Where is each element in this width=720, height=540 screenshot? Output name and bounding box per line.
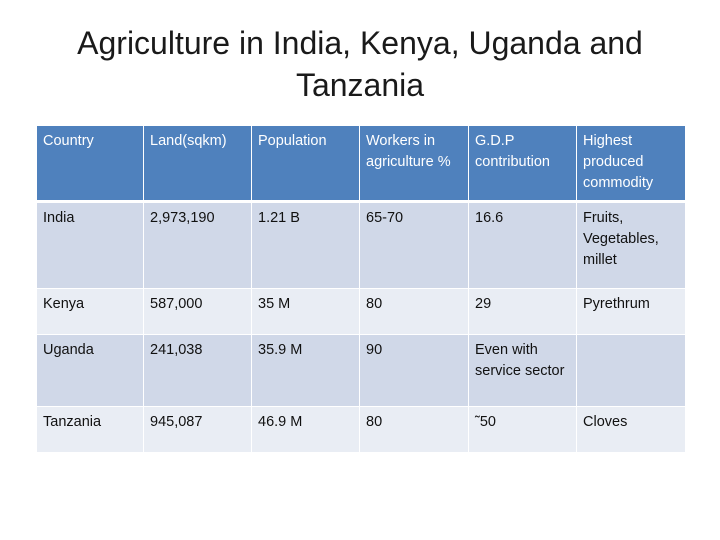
cell-land: 2,973,190 bbox=[143, 201, 252, 289]
cell-population: 35 M bbox=[251, 288, 360, 335]
table-header-row: Country Land(sqkm) Population Workers in… bbox=[36, 125, 686, 203]
cell-country: Tanzania bbox=[36, 406, 144, 453]
cell-workers: 80 bbox=[359, 406, 469, 453]
cell-land: 945,087 bbox=[143, 406, 252, 453]
cell-gdp: 29 bbox=[468, 288, 577, 335]
cell-gdp: 16.6 bbox=[468, 201, 577, 289]
agriculture-table: Country Land(sqkm) Population Workers in… bbox=[36, 125, 686, 453]
slide-title-line-2: Tanzania bbox=[295, 67, 425, 103]
cell-workers: 65-70 bbox=[359, 201, 469, 289]
cell-population: 1.21 B bbox=[251, 201, 360, 289]
cell-land: 241,038 bbox=[143, 334, 252, 407]
cell-commodity: Cloves bbox=[576, 406, 686, 453]
cell-commodity: Pyrethrum bbox=[576, 288, 686, 335]
cell-commodity bbox=[576, 334, 686, 407]
header-workers: Workers in agriculture % bbox=[359, 125, 469, 203]
header-gdp: G.D.P contribution bbox=[468, 125, 577, 203]
cell-country: Kenya bbox=[36, 288, 144, 335]
cell-population: 35.9 M bbox=[251, 334, 360, 407]
header-commodity: Highest produced commodity bbox=[576, 125, 686, 203]
slide-title: Agriculture in India, Kenya, Uganda and … bbox=[0, 22, 720, 106]
header-land: Land(sqkm) bbox=[143, 125, 252, 203]
cell-workers: 90 bbox=[359, 334, 469, 407]
slide-title-line-1: Agriculture in India, Kenya, Uganda and bbox=[77, 25, 643, 61]
header-population: Population bbox=[251, 125, 360, 203]
table-row: Kenya 587,000 35 M 80 29 Pyrethrum bbox=[36, 288, 686, 335]
table-row: India 2,973,190 1.21 B 65-70 16.6 Fruits… bbox=[36, 201, 686, 289]
cell-workers: 80 bbox=[359, 288, 469, 335]
cell-gdp: ˜50 bbox=[468, 406, 577, 453]
table-row: Uganda 241,038 35.9 M 90 Even with servi… bbox=[36, 334, 686, 407]
header-country: Country bbox=[36, 125, 144, 203]
cell-land: 587,000 bbox=[143, 288, 252, 335]
cell-commodity: Fruits, Vegetables, millet bbox=[576, 201, 686, 289]
table-row: Tanzania 945,087 46.9 M 80 ˜50 Cloves bbox=[36, 406, 686, 453]
cell-country: India bbox=[36, 201, 144, 289]
cell-country: Uganda bbox=[36, 334, 144, 407]
cell-gdp: Even with service sector bbox=[468, 334, 577, 407]
cell-population: 46.9 M bbox=[251, 406, 360, 453]
